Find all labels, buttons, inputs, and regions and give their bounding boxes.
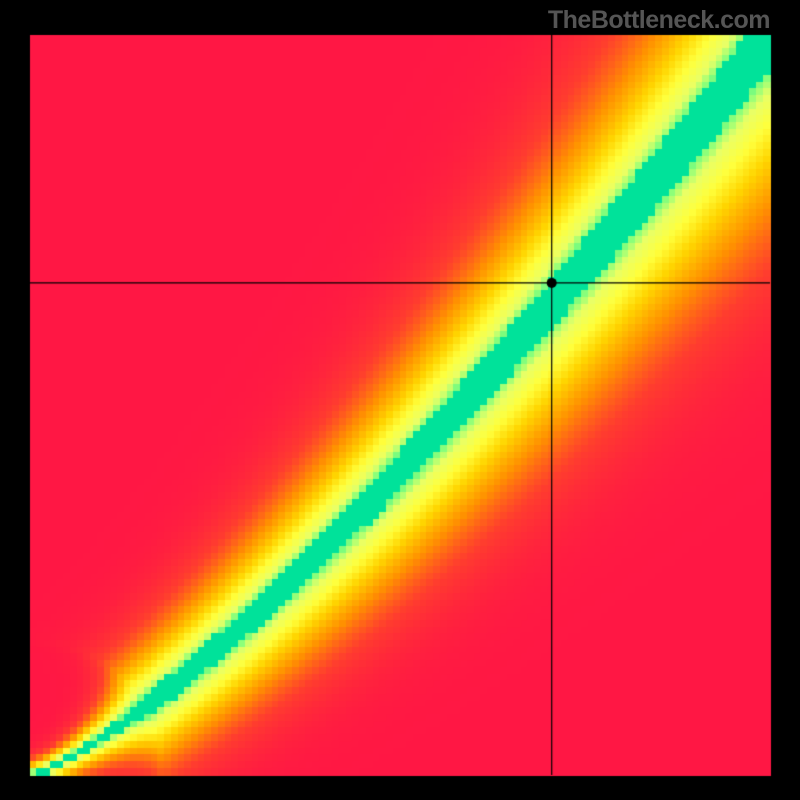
bottleneck-heatmap-canvas <box>0 0 800 800</box>
chart-container: TheBottleneck.com <box>0 0 800 800</box>
watermark-text: TheBottleneck.com <box>548 6 770 35</box>
